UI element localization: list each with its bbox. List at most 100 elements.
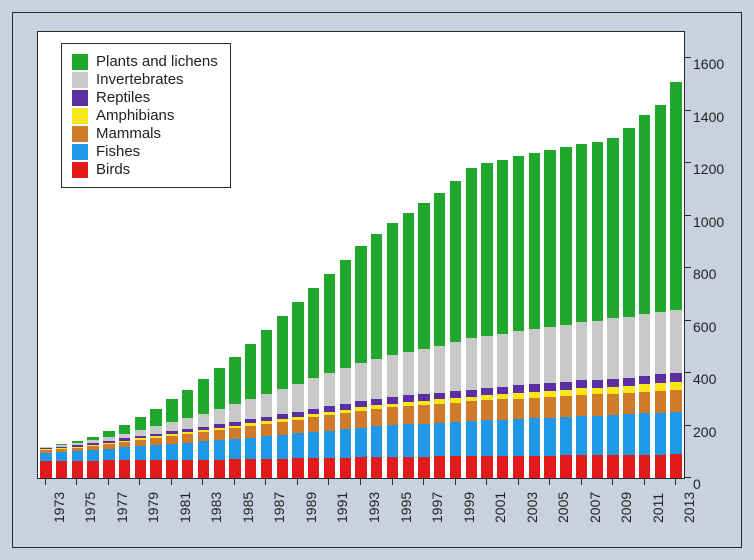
ytick-label: 400 [693, 371, 733, 387]
segment-fishes [308, 432, 319, 458]
segment-plants [371, 234, 382, 359]
bar-1988 [277, 316, 288, 478]
segment-birds [387, 457, 398, 478]
bar-2010 [623, 128, 634, 478]
bar-2006 [560, 147, 571, 478]
segment-invertebrates [481, 336, 492, 388]
segment-birds [466, 456, 477, 478]
segment-fishes [387, 425, 398, 456]
ytick-label: 200 [693, 424, 733, 440]
xtick-label: 1987 [271, 492, 287, 523]
segment-fishes [592, 416, 603, 456]
segment-fishes [529, 418, 540, 455]
bar-1994 [371, 234, 382, 478]
segment-birds [639, 455, 650, 478]
segment-reptiles [576, 380, 587, 388]
ytick-label: 600 [693, 319, 733, 335]
segment-invertebrates [497, 334, 508, 387]
segment-plants [607, 138, 618, 318]
segment-invertebrates [529, 329, 540, 384]
bar-1978 [119, 425, 130, 478]
segment-reptiles [592, 380, 603, 388]
legend-label: Birds [96, 161, 130, 178]
segment-fishes [87, 450, 98, 460]
xtick-label: 1993 [366, 492, 382, 523]
segment-birds [592, 455, 603, 478]
xtick-mark [675, 479, 676, 485]
segment-invertebrates [150, 426, 161, 433]
segment-birds [292, 458, 303, 478]
segment-birds [576, 455, 587, 478]
ytick-mark [685, 57, 691, 58]
segment-plants [450, 181, 461, 343]
segment-reptiles [434, 393, 445, 400]
bar-1997 [418, 203, 429, 478]
xtick-label: 2009 [618, 492, 634, 523]
segment-invertebrates [623, 317, 634, 378]
segment-mammals [387, 407, 398, 425]
segment-fishes [450, 422, 461, 456]
segment-invertebrates [277, 389, 288, 414]
segment-mammals [371, 409, 382, 426]
xtick-label: 1977 [114, 492, 130, 523]
segment-plants [639, 115, 650, 314]
xtick-mark [45, 479, 46, 485]
ytick-mark [685, 267, 691, 268]
xtick-label: 1985 [240, 492, 256, 523]
segment-plants [245, 344, 256, 400]
segment-birds [308, 458, 319, 478]
segment-invertebrates [166, 422, 177, 431]
segment-reptiles [418, 394, 429, 401]
segment-plants [261, 330, 272, 394]
segment-plants [560, 147, 571, 324]
xtick-mark [297, 479, 298, 485]
segment-invertebrates [466, 338, 477, 389]
legend-swatch [72, 144, 88, 160]
segment-invertebrates [182, 418, 193, 429]
segment-mammals [466, 401, 477, 421]
segment-mammals [355, 411, 366, 428]
segment-mammals [623, 393, 634, 415]
legend-item-plants: Plants and lichens [72, 53, 218, 70]
segment-birds [277, 459, 288, 478]
segment-birds [544, 456, 555, 478]
segment-mammals [340, 413, 351, 429]
segment-invertebrates [670, 310, 681, 373]
segment-invertebrates [245, 399, 256, 419]
segment-plants [655, 105, 666, 312]
xtick-label: 2013 [681, 492, 697, 523]
legend-swatch [72, 54, 88, 70]
segment-fishes [292, 433, 303, 458]
xtick-label: 1973 [51, 492, 67, 523]
segment-fishes [544, 418, 555, 456]
bar-1980 [150, 409, 161, 478]
segment-mammals [544, 397, 555, 418]
segment-plants [529, 153, 540, 329]
segment-birds [87, 461, 98, 478]
legend-item-invertebrates: Invertebrates [72, 71, 218, 88]
segment-reptiles [497, 387, 508, 394]
legend: Plants and lichensInvertebratesReptilesA… [61, 43, 231, 188]
ytick-label: 800 [693, 266, 733, 282]
segment-fishes [576, 416, 587, 455]
segment-invertebrates [214, 409, 225, 424]
bar-2002 [497, 160, 508, 478]
segment-plants [292, 302, 303, 384]
segment-reptiles [529, 384, 540, 392]
segment-fishes [261, 436, 272, 459]
segment-plants [135, 417, 146, 430]
segment-invertebrates [576, 322, 587, 380]
ytick-label: 0 [693, 476, 733, 492]
segment-invertebrates [607, 318, 618, 378]
segment-plants [198, 379, 209, 413]
segment-plants [277, 316, 288, 389]
bar-1989 [292, 302, 303, 478]
segment-mammals [229, 428, 240, 439]
segment-mammals [434, 404, 445, 423]
bar-1976 [87, 437, 98, 478]
xtick-label: 1997 [429, 492, 445, 523]
bar-1975 [72, 441, 83, 478]
xtick-label: 1989 [303, 492, 319, 523]
segment-mammals [497, 399, 508, 419]
segment-birds [371, 457, 382, 478]
